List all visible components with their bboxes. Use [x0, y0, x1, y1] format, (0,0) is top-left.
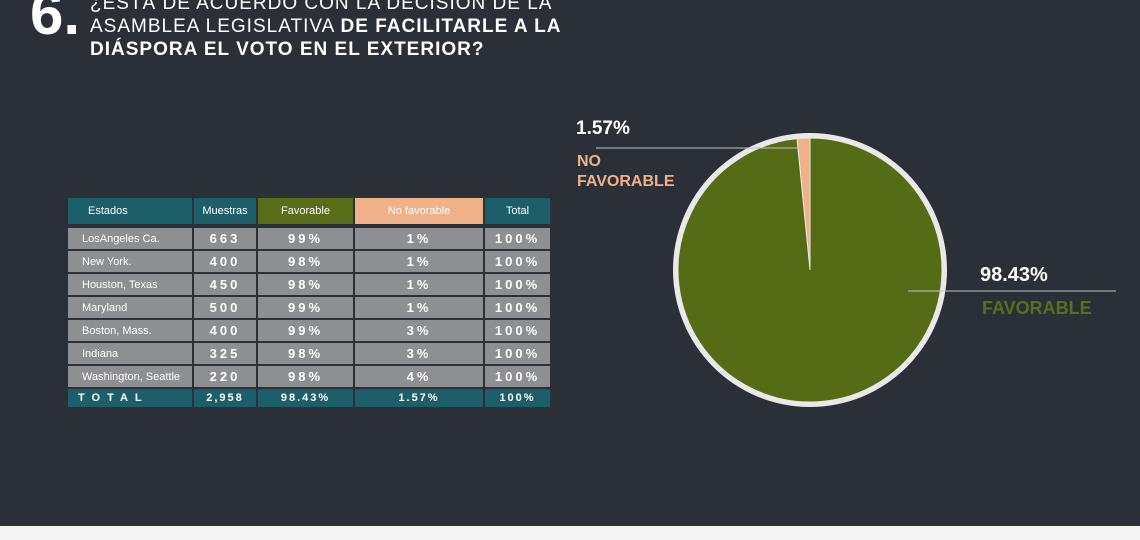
cell-total: 100% — [485, 366, 550, 387]
cell-favorable: 99% — [258, 320, 355, 341]
cell-estado: New York. — [68, 251, 194, 272]
cell-no-favorable: 1% — [355, 297, 485, 318]
total-total: 100% — [485, 389, 550, 407]
cell-total: 100% — [485, 343, 550, 364]
table-total-row: TOTAL 2,958 98.43% 1.57% 100% — [68, 389, 550, 407]
results-table: Estados Muestras Favorable No favorable … — [68, 198, 550, 409]
cell-muestras: 663 — [194, 228, 258, 249]
bottom-strip — [0, 526, 1140, 540]
table-row: Maryland 500 99% 1% 100% — [68, 297, 550, 318]
pie-label-favorable: FAVORABLE — [982, 298, 1092, 318]
cell-favorable: 98% — [258, 366, 355, 387]
cell-favorable: 99% — [258, 297, 355, 318]
cell-favorable: 99% — [258, 228, 355, 249]
cell-total: 100% — [485, 274, 550, 295]
cell-total: 100% — [485, 297, 550, 318]
pie-label-favorable-pct: 98.43% — [980, 264, 1048, 286]
table-row: Indiana 325 98% 3% 100% — [68, 343, 550, 364]
header-favorable: Favorable — [258, 198, 355, 224]
cell-estado: Boston, Mass. — [68, 320, 194, 341]
cell-no-favorable: 1% — [355, 228, 485, 249]
cell-no-favorable: 1% — [355, 251, 485, 272]
cell-no-favorable: 3% — [355, 320, 485, 341]
cell-muestras: 325 — [194, 343, 258, 364]
total-label: TOTAL — [68, 389, 194, 407]
table-header-row: Estados Muestras Favorable No favorable … — [68, 198, 550, 224]
table-row: New York. 400 98% 1% 100% — [68, 251, 550, 272]
question-text-normal: ¿ESTÁ DE ACUERDO CON LA DECISIÓN DE LA A… — [90, 0, 552, 37]
cell-favorable: 98% — [258, 251, 355, 272]
header-no-favorable: No favorable — [355, 198, 485, 224]
total-no-favorable: 1.57% — [355, 389, 485, 407]
cell-total: 100% — [485, 320, 550, 341]
cell-muestras: 450 — [194, 274, 258, 295]
cell-estado: Maryland — [68, 297, 194, 318]
total-muestras: 2,958 — [194, 389, 258, 407]
pie-slice-favorable — [677, 137, 943, 403]
question-text-bold: DE FACILITARLE A LA DIÁSPORA EL VOTO EN … — [90, 16, 561, 60]
total-favorable: 98.43% — [258, 389, 355, 407]
cell-estado: Houston, Texas — [68, 274, 194, 295]
table-row: Houston, Texas 450 98% 1% 100% — [68, 274, 550, 295]
cell-total: 100% — [485, 228, 550, 249]
table-row: Washington, Seattle 220 98% 4% 100% — [68, 366, 550, 387]
cell-estado: Washington, Seattle — [68, 366, 194, 387]
cell-muestras: 220 — [194, 366, 258, 387]
cell-no-favorable: 1% — [355, 274, 485, 295]
cell-favorable: 98% — [258, 343, 355, 364]
table-row: Boston, Mass. 400 99% 3% 100% — [68, 320, 550, 341]
question-text: ¿ESTÁ DE ACUERDO CON LA DECISIÓN DE LA A… — [90, 0, 570, 61]
cell-no-favorable: 4% — [355, 366, 485, 387]
table-row: LosAngeles Ca. 663 99% 1% 100% — [68, 228, 550, 249]
header-estados: Estados — [68, 198, 194, 224]
pie-label-no-favorable: NO FAVORABLE — [577, 153, 675, 190]
pie-label-no-favorable-pct: 1.57% — [576, 118, 630, 139]
cell-favorable: 98% — [258, 274, 355, 295]
cell-estado: Indiana — [68, 343, 194, 364]
cell-muestras: 400 — [194, 251, 258, 272]
cell-estado: LosAngeles Ca. — [68, 228, 194, 249]
header-total: Total — [485, 198, 550, 224]
cell-muestras: 500 — [194, 297, 258, 318]
cell-no-favorable: 3% — [355, 343, 485, 364]
header-muestras: Muestras — [194, 198, 258, 224]
cell-muestras: 400 — [194, 320, 258, 341]
cell-total: 100% — [485, 251, 550, 272]
question-number: 6. — [30, 0, 81, 47]
